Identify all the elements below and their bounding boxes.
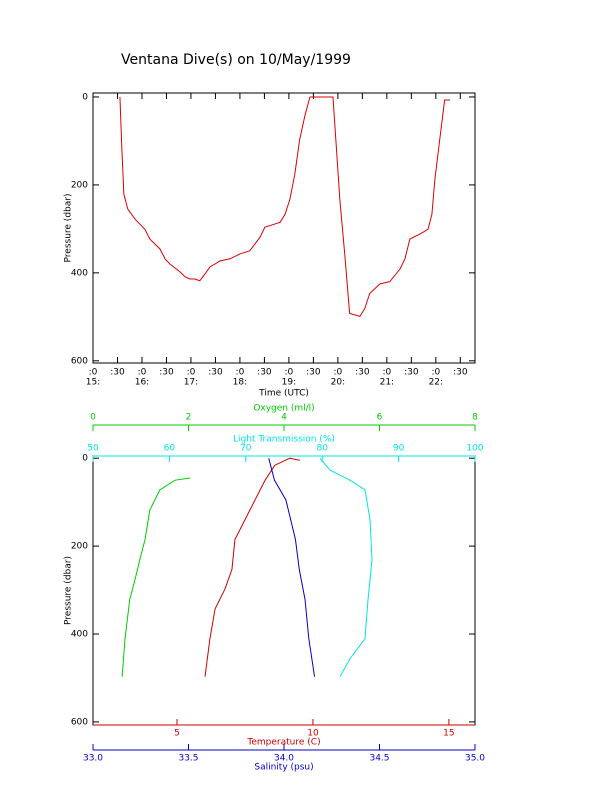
x-tick-label: 70 <box>240 444 252 454</box>
y-axis-label: Pressure (dbar) <box>64 556 74 625</box>
x-tick-label: 2 <box>186 413 192 423</box>
x-hour-label: 15: <box>86 378 100 388</box>
x-tick-label: 8 <box>472 413 478 423</box>
x-tick-label: :0 <box>138 368 147 378</box>
x-tick-label: 6 <box>377 413 383 423</box>
x-hour-label: 19: <box>282 378 296 388</box>
x-tick-label: 100 <box>466 444 483 454</box>
x-tick-label: :30 <box>110 368 125 378</box>
plot-frame <box>92 92 476 364</box>
x-tick-label: 5 <box>174 729 180 739</box>
x-tick-label: 35.0 <box>465 754 485 764</box>
y-tick-label: 600 <box>71 717 88 727</box>
x-axis-label: Temperature (C) <box>246 738 320 748</box>
x-tick-label: 80 <box>316 444 328 454</box>
x-tick-label: :30 <box>404 368 419 378</box>
x-tick-label: 33.0 <box>83 754 103 764</box>
x-tick-label: 34.0 <box>274 754 294 764</box>
x-tick-label: :30 <box>355 368 370 378</box>
x-tick-label: :30 <box>306 368 321 378</box>
y-tick-label: 0 <box>82 454 88 464</box>
x-hour-label: 18: <box>233 378 247 388</box>
x-axis-label: Time (UTC) <box>258 389 309 399</box>
x-tick-label: :0 <box>285 368 294 378</box>
x-hour-label: 20: <box>331 378 345 388</box>
x-hour-label: 22: <box>429 378 443 388</box>
x-tick-label: :30 <box>257 368 272 378</box>
x-axis-label: Oxygen (ml/l) <box>253 404 314 414</box>
x-tick-label: 60 <box>164 444 176 454</box>
x-tick-label: :0 <box>89 368 98 378</box>
x-tick-label: :0 <box>382 368 391 378</box>
y-tick-label: 200 <box>71 542 88 552</box>
x-tick-label: 90 <box>393 444 405 454</box>
x-tick-label: 0 <box>90 413 96 423</box>
x-axis-label: Light Transmission (%) <box>233 435 335 445</box>
x-tick-label: 10 <box>307 729 319 739</box>
x-tick-label: 15 <box>443 729 454 739</box>
x-hour-label: 17: <box>184 378 198 388</box>
x-hour-label: 21: <box>380 378 394 388</box>
y-tick-label: 400 <box>71 630 88 640</box>
data-line <box>119 96 451 317</box>
x-tick-label: 50 <box>87 444 99 454</box>
y-tick-label: 200 <box>71 180 88 190</box>
x-tick-label: :30 <box>159 368 174 378</box>
data-line <box>121 477 191 677</box>
x-tick-label: :30 <box>208 368 223 378</box>
y-tick-label: 400 <box>71 268 88 278</box>
x-tick-label: :0 <box>333 368 342 378</box>
data-line <box>319 457 373 677</box>
y-tick-label: 0 <box>82 92 88 102</box>
y-axis-label: Pressure (dbar) <box>64 194 74 263</box>
x-tick-label: :0 <box>236 368 245 378</box>
x-axis-label: Salinity (psu) <box>254 763 313 773</box>
y-tick-label: 600 <box>71 356 88 366</box>
data-line <box>204 457 301 677</box>
x-tick-label: 4 <box>281 413 287 423</box>
x-tick-label: 34.5 <box>369 754 389 764</box>
x-tick-label: :30 <box>453 368 468 378</box>
x-hour-label: 16: <box>135 378 149 388</box>
data-line <box>268 458 316 677</box>
x-tick-label: 33.5 <box>178 754 198 764</box>
x-tick-label: :0 <box>431 368 440 378</box>
x-tick-label: :0 <box>187 368 196 378</box>
title: Ventana Dive(s) on 10/May/1999 <box>121 52 351 68</box>
